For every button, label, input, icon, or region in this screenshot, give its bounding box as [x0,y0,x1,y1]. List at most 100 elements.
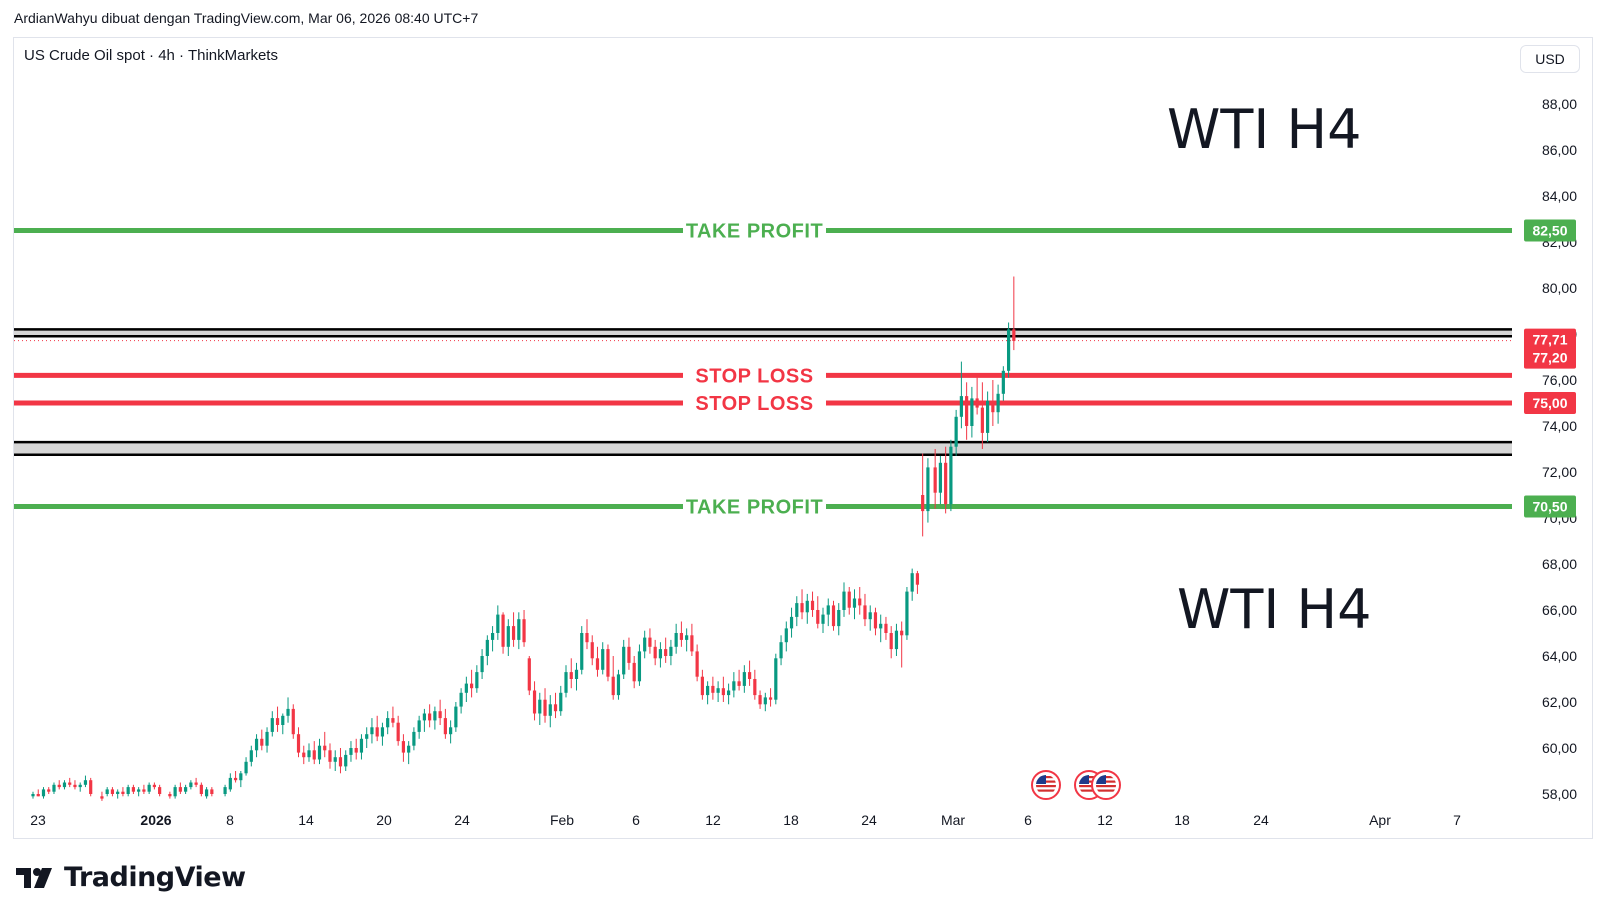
candle-body[interactable] [147,784,151,792]
candle-body[interactable] [784,628,788,643]
candle-body[interactable] [116,791,120,794]
candle-body[interactable] [933,467,937,493]
candle-body[interactable] [438,711,442,719]
candle-body[interactable] [695,651,699,677]
candle-body[interactable] [189,782,193,788]
candle-body[interactable] [349,748,353,755]
candle-body[interactable] [690,635,694,652]
us-flag-icon[interactable] [1091,770,1121,800]
candle-body[interactable] [980,407,984,433]
candle-body[interactable] [954,416,958,447]
candle-body[interactable] [126,787,130,794]
candle-body[interactable] [375,727,379,737]
candle-body[interactable] [89,780,93,794]
candle-body[interactable] [52,784,56,792]
candle-body[interactable] [637,651,642,682]
candle-body[interactable] [36,794,40,797]
candle-body[interactable] [110,789,115,794]
candle-body[interactable] [915,573,920,585]
candle-body[interactable] [779,642,783,659]
candle-body[interactable] [653,646,657,659]
candle-body[interactable] [338,757,343,767]
candle-body[interactable] [926,467,930,512]
candle-body[interactable] [281,715,285,725]
candle-body[interactable] [517,619,521,640]
candle-body[interactable] [233,777,238,781]
candle-body[interactable] [574,669,579,679]
candle-body[interactable] [380,727,385,737]
candle-body[interactable] [758,695,762,705]
candle-body[interactable] [606,649,610,677]
candle-body[interactable] [152,784,156,788]
candle-body[interactable] [842,591,846,610]
candle-body[interactable] [585,633,589,643]
candle-body[interactable] [986,400,990,433]
candle-body[interactable] [721,688,725,696]
chart-frame[interactable] [13,37,1593,839]
candle-body[interactable] [223,787,227,794]
candle-body[interactable] [1012,329,1016,341]
candle-body[interactable] [632,662,636,682]
candle-body[interactable] [763,697,767,705]
candle-body[interactable] [700,676,704,696]
candle-body[interactable] [370,727,374,735]
candle-body[interactable] [454,706,458,728]
candle-body[interactable] [184,787,188,792]
candle-body[interactable] [100,796,104,799]
candle-body[interactable] [78,784,82,788]
candle-body[interactable] [244,761,248,774]
candle-body[interactable] [270,718,274,732]
price-tag[interactable] [1524,392,1576,414]
candle-body[interactable] [464,683,468,693]
candle-body[interactable] [490,633,495,640]
candle-body[interactable] [428,713,432,721]
candle-body[interactable] [611,676,615,696]
price-tag[interactable] [1524,495,1576,518]
candle-body[interactable] [137,789,141,792]
candle-body[interactable] [548,704,552,716]
candle-body[interactable] [800,603,804,613]
candle-body[interactable] [774,658,778,700]
candle-body[interactable] [837,610,841,627]
candle-body[interactable] [158,787,162,794]
candle-body[interactable] [538,699,542,714]
candle-body[interactable] [73,784,77,788]
candle-body[interactable] [564,672,568,693]
candle-body[interactable] [296,734,301,753]
candle-body[interactable] [991,400,995,413]
candle-body[interactable] [307,750,311,758]
candle-body[interactable] [669,646,673,656]
candle-body[interactable] [737,681,741,686]
candle-body[interactable] [204,789,209,797]
candle-body[interactable] [847,591,851,608]
candle-body[interactable] [706,685,710,696]
candle-body[interactable] [131,787,136,792]
candle-body[interactable] [323,745,327,751]
price-tag[interactable] [1524,346,1576,369]
candle-body[interactable] [1001,370,1005,394]
candle-body[interactable] [396,722,400,742]
candle-body[interactable] [789,616,794,629]
candle-body[interactable] [401,741,406,753]
us-flag-icon[interactable] [1031,770,1061,800]
candle-body[interactable] [580,633,584,670]
candle-body[interactable] [553,704,558,712]
candle-body[interactable] [816,610,820,624]
candle-body[interactable] [810,600,815,610]
candle-body[interactable] [711,685,715,693]
candle-body[interactable] [485,639,489,656]
candle-body[interactable] [443,718,447,735]
candle-body[interactable] [333,757,337,762]
candle-body[interactable] [194,782,198,785]
candle-body[interactable] [601,649,605,670]
candle-body[interactable] [480,656,484,673]
candle-body[interactable] [62,782,67,788]
zone-fill[interactable] [14,442,1512,455]
candle-body[interactable] [616,674,621,696]
candle-body[interactable] [199,784,203,794]
candle-body[interactable] [532,690,537,714]
candle-body[interactable] [511,626,516,640]
candle-body[interactable] [543,699,547,716]
candle-body[interactable] [753,679,757,696]
candle-body[interactable] [249,750,253,762]
